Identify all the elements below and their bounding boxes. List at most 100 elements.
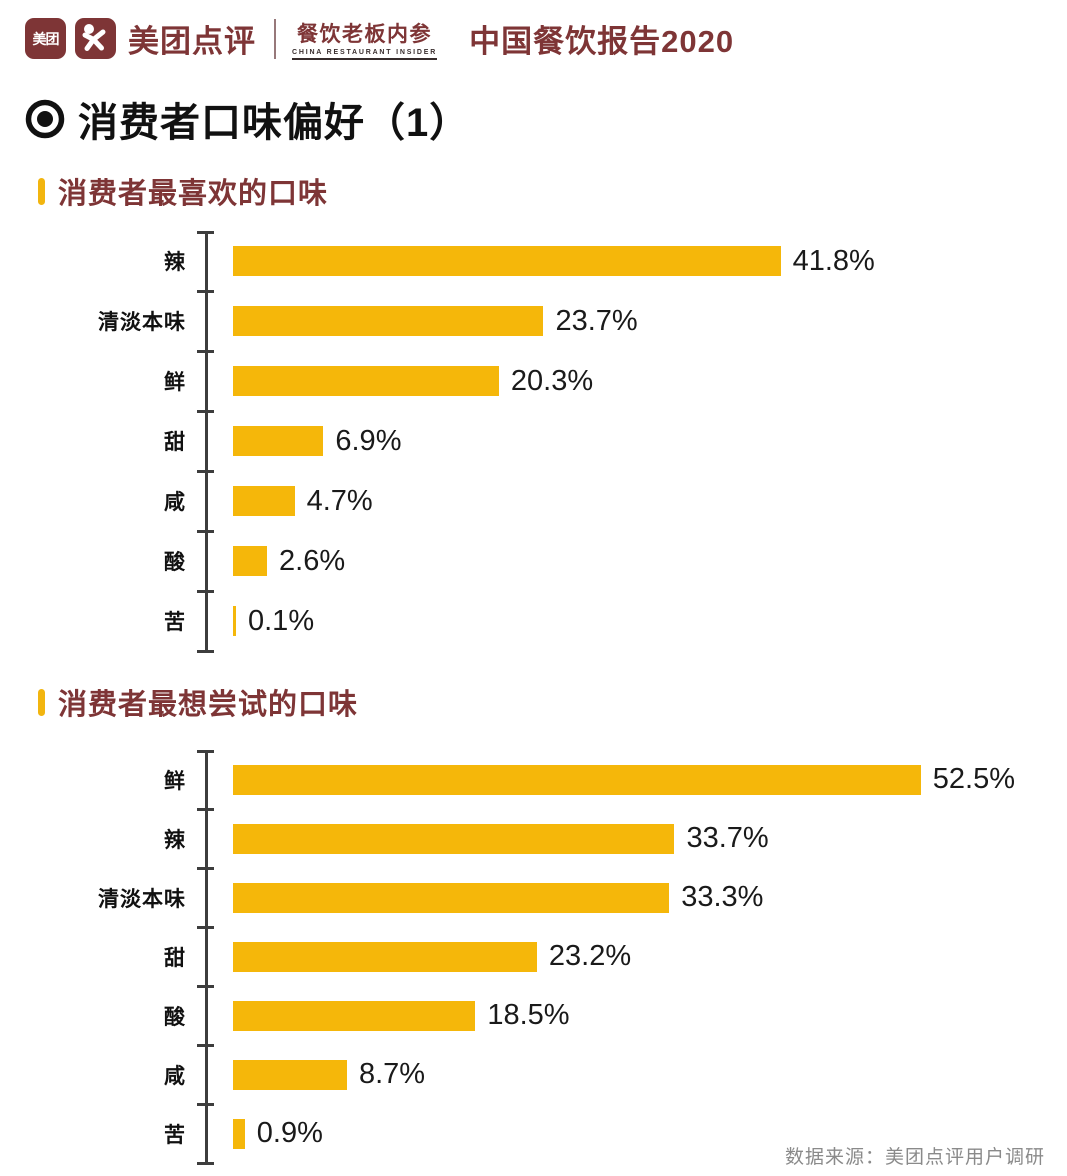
category-label: 苦	[164, 1123, 186, 1147]
bar-value-label: 52.5%	[932, 763, 1015, 795]
section-accent-bar	[38, 688, 45, 716]
section-accent-bar	[38, 177, 45, 205]
data-source-note: 数据来源：美团点评用户调研	[784, 1147, 1045, 1168]
y-axis-line	[205, 231, 208, 651]
bar	[233, 246, 781, 276]
category-label: 甜	[164, 946, 186, 970]
category-label: 甜	[164, 431, 186, 454]
axis-tick	[197, 807, 214, 811]
header-divider	[274, 18, 276, 59]
axis-tick	[197, 349, 214, 353]
bar-value-label: 23.7%	[555, 304, 638, 337]
bar-value-label: 18.5%	[487, 999, 570, 1031]
bar-track: 33.7%	[233, 822, 1067, 855]
bar	[233, 1000, 476, 1031]
section-title: 消费者最喜欢的口味	[58, 178, 329, 210]
dianping-mascot-icon	[75, 18, 116, 59]
bar-value-label: 20.3%	[510, 364, 594, 397]
bar-track: 18.5%	[233, 999, 1067, 1032]
axis-tick	[197, 866, 214, 870]
axis-tick	[197, 1161, 214, 1165]
category-label: 咸	[164, 1064, 186, 1088]
bar-row: 辣 33.7%	[0, 809, 1067, 868]
bar	[233, 486, 295, 516]
section-title: 消费者最想尝试的口味	[58, 689, 359, 721]
axis-tick	[197, 231, 214, 234]
bar	[233, 1118, 245, 1149]
bar-value-label: 0.9%	[256, 1117, 323, 1149]
bar-row: 鲜 52.5%	[0, 750, 1067, 809]
bar-track: 2.6%	[233, 545, 1067, 578]
bar-value-label: 4.7%	[306, 484, 373, 517]
axis-tick	[197, 529, 214, 533]
bar-row: 酸 18.5%	[0, 986, 1067, 1045]
bar-track: 23.7%	[233, 305, 1067, 338]
bar-track: 8.7%	[233, 1058, 1067, 1091]
bar-value-label: 33.3%	[681, 881, 764, 913]
favorite-flavors-chart: 辣 41.8% 清淡本味 23.7% 鲜 20.3% 甜 6.9% 咸 4.7% 酸 2.6% 苦 0.1…	[0, 231, 1067, 653]
bar-track: 23.2%	[233, 940, 1067, 973]
axis-tick	[197, 409, 214, 413]
sub-brand-name: 餐饮老板内参	[297, 22, 433, 46]
bullseye-icon	[25, 99, 65, 139]
bar-value-label: 8.7%	[358, 1058, 426, 1090]
axis-tick	[197, 750, 214, 753]
bar-value-label: 6.9%	[335, 424, 402, 457]
bar-track: 41.8%	[233, 245, 1067, 278]
bar-value-label: 0.1%	[248, 604, 315, 637]
bar	[233, 606, 236, 636]
axis-tick	[197, 1043, 214, 1047]
bar-row: 甜 6.9%	[0, 411, 1067, 471]
bar-track: 33.3%	[233, 881, 1067, 914]
axis-tick	[197, 1102, 214, 1106]
category-label: 清淡本味	[98, 311, 186, 334]
bar-value-label: 2.6%	[279, 544, 346, 577]
bar-row: 咸 8.7%	[0, 1045, 1067, 1104]
category-label: 酸	[164, 1005, 186, 1029]
bar	[233, 426, 324, 456]
bar-value-label: 33.7%	[686, 822, 769, 854]
bar-value-label: 41.8%	[792, 244, 875, 277]
mascot-figure-icon	[82, 24, 106, 51]
category-label: 苦	[164, 611, 186, 634]
bar	[233, 941, 537, 972]
bar-row: 鲜 20.3%	[0, 351, 1067, 411]
bar-track: 4.7%	[233, 485, 1067, 518]
bar	[233, 1059, 347, 1090]
axis-tick	[197, 589, 214, 593]
bar	[233, 823, 675, 854]
category-label: 辣	[164, 828, 186, 852]
category-label: 咸	[164, 491, 186, 514]
category-label: 鲜	[164, 371, 186, 394]
axis-tick	[197, 649, 214, 653]
bar-row: 苦 0.1%	[0, 591, 1067, 651]
bar-row: 甜 23.2%	[0, 927, 1067, 986]
meituan-logo-icon: 美团	[25, 18, 66, 59]
bar-track: 6.9%	[233, 425, 1067, 458]
sub-brand-logo: 餐饮老板内参 CHINA RESTAURANT INSIDER	[292, 18, 438, 60]
section-header-favorite: 消费者最喜欢的口味	[38, 170, 1067, 212]
bar	[233, 306, 544, 336]
bar-row: 清淡本味 33.3%	[0, 868, 1067, 927]
report-header: 美团 美团点评 餐饮老板内参 CHINA RESTAURANT INSIDER …	[0, 0, 1067, 62]
bar-row: 酸 2.6%	[0, 531, 1067, 591]
bar-track: 0.9%	[233, 1117, 1067, 1150]
bar-row: 辣 41.8%	[0, 231, 1067, 291]
axis-tick	[197, 469, 214, 473]
bar-track: 0.1%	[233, 605, 1067, 638]
category-label: 清淡本味	[98, 887, 186, 911]
page-title: 消费者口味偏好（1）	[78, 101, 471, 145]
category-label: 酸	[164, 551, 186, 574]
bar-value-label: 23.2%	[548, 940, 632, 972]
bar	[233, 764, 921, 795]
meituan-logo-text: 美团	[32, 30, 60, 47]
bar-track: 20.3%	[233, 365, 1067, 398]
sub-brand-name-en: CHINA RESTAURANT INSIDER	[292, 49, 438, 60]
bar	[233, 366, 499, 396]
axis-tick	[197, 289, 214, 293]
brand-name: 美团点评	[128, 24, 256, 59]
want-to-try-flavors-chart: 鲜 52.5% 辣 33.7% 清淡本味 33.3% 甜 23.2% 酸 18.5% 咸 8.7% 苦 0…	[0, 750, 1067, 1165]
page-title-row: 消费者口味偏好（1）	[25, 90, 1067, 148]
report-title: 中国餐饮报告2020	[469, 24, 735, 59]
bar	[233, 546, 268, 576]
